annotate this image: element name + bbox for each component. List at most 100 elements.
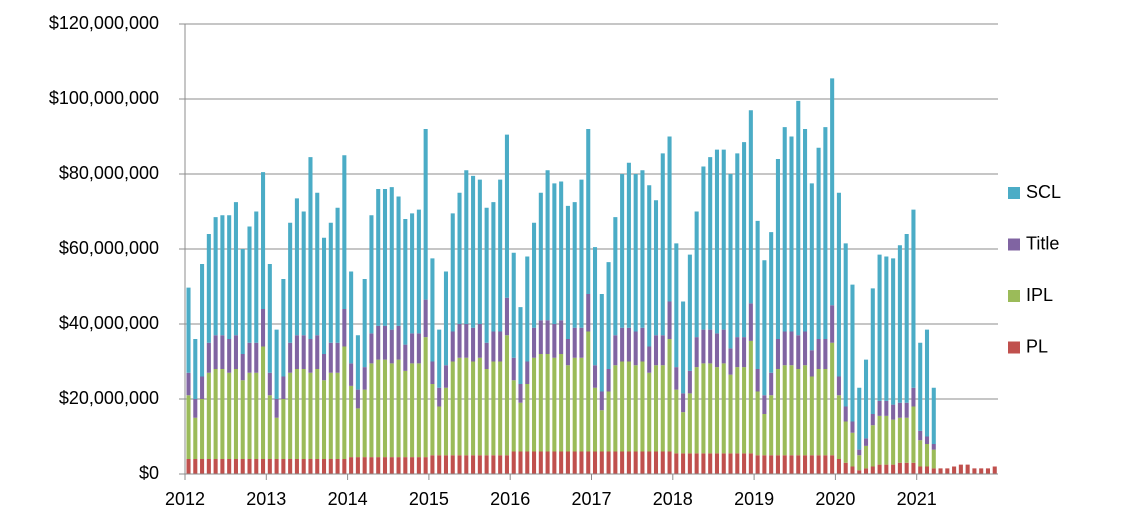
- bar-segment: [261, 459, 266, 474]
- bar-segment: [857, 449, 862, 456]
- bar-segment: [579, 179, 584, 328]
- bar-segment: [410, 333, 415, 364]
- bar-segment: [525, 384, 530, 452]
- bar-segment: [288, 222, 293, 343]
- bar-segment: [681, 301, 686, 394]
- bar-segment: [274, 329, 279, 399]
- bar-segment: [511, 380, 516, 452]
- bar-segment: [376, 457, 381, 474]
- bar-segment: [938, 468, 943, 474]
- bar-segment: [403, 219, 408, 345]
- bar-segment: [227, 215, 232, 339]
- bar-segment: [857, 387, 862, 450]
- bar-segment: [233, 335, 238, 369]
- bar-segment: [803, 129, 808, 332]
- bar-segment: [755, 220, 760, 369]
- bar-segment: [924, 436, 930, 444]
- bar-segment: [294, 198, 299, 336]
- bar-segment: [809, 376, 814, 456]
- bar-segment: [342, 309, 347, 347]
- bar-segment: [396, 325, 401, 360]
- bar-segment: [769, 372, 774, 396]
- bar-segment: [667, 136, 672, 302]
- bar-segment: [423, 129, 428, 300]
- bar-segment: [721, 453, 726, 474]
- bar-segment: [775, 369, 780, 456]
- bar-segment: [267, 264, 272, 373]
- bar-segment: [186, 372, 191, 396]
- bar-segment: [674, 453, 679, 474]
- bar-segment: [714, 453, 720, 474]
- bar-segment: [877, 400, 882, 416]
- bar-segment: [626, 162, 631, 328]
- bar-segment: [430, 384, 435, 456]
- bar-segment: [538, 354, 543, 452]
- bar-segment: [762, 455, 767, 474]
- bar-segment: [572, 327, 577, 358]
- bar-segment: [911, 209, 916, 388]
- bar-segment: [728, 348, 733, 375]
- bar-segment: [735, 153, 740, 338]
- bar-segment: [200, 264, 205, 377]
- bar-segment: [714, 367, 720, 454]
- bar-segment: [443, 365, 449, 388]
- bar-segment: [857, 455, 862, 471]
- bar-segment: [789, 331, 794, 366]
- bar-segment: [599, 410, 604, 452]
- bar-segment: [735, 337, 740, 368]
- bar-segment: [491, 361, 496, 456]
- bar-segment: [714, 333, 720, 368]
- bar-segment: [870, 414, 875, 426]
- bar-segment: [870, 425, 875, 467]
- legend-swatch: [1008, 290, 1020, 302]
- bar-segment: [742, 367, 747, 454]
- bar-segment: [261, 172, 266, 309]
- bar-segment: [762, 414, 767, 456]
- bar-segment: [315, 369, 320, 459]
- bar-segment: [708, 453, 713, 474]
- bar-segment: [423, 337, 428, 458]
- bar-segment: [830, 455, 835, 474]
- bar-segment: [626, 327, 631, 362]
- bar-segment: [830, 305, 835, 343]
- bar-segment: [281, 376, 286, 399]
- bar-segment: [518, 451, 523, 474]
- bar-segment: [321, 459, 327, 474]
- bar-segment: [355, 335, 360, 390]
- bar-segment: [349, 457, 354, 474]
- bar-segment: [877, 415, 882, 465]
- bar-segment: [667, 451, 672, 474]
- bar-segment: [227, 372, 232, 459]
- bar-segment: [721, 149, 726, 330]
- bar-segment: [674, 367, 679, 390]
- bar-segment: [586, 331, 591, 452]
- bar-segment: [653, 451, 659, 474]
- bar-segment: [572, 357, 577, 452]
- bar-segment: [233, 369, 238, 459]
- bar-segment: [552, 451, 557, 474]
- bar-segment: [396, 359, 401, 458]
- bar-segment: [308, 459, 313, 474]
- bar-segment: [389, 363, 394, 458]
- x-tick-label: 2016: [490, 489, 530, 509]
- bar-segment: [803, 455, 808, 474]
- bar-segment: [579, 327, 584, 358]
- bar-segment: [545, 451, 550, 474]
- bar-segment: [728, 453, 733, 474]
- bar-segment: [931, 387, 936, 444]
- bar-segment: [457, 455, 462, 474]
- bar-segment: [850, 466, 855, 474]
- bar-segment: [918, 440, 923, 467]
- bar-segment: [884, 400, 889, 416]
- bar-segment: [240, 249, 245, 354]
- bar-segment: [227, 339, 232, 373]
- bar-segment: [308, 157, 313, 339]
- bar-segment: [918, 342, 923, 431]
- bar-segment: [755, 455, 760, 474]
- y-tick-label: $60,000,000: [59, 238, 159, 258]
- bar-segment: [410, 213, 415, 334]
- bar-segment: [328, 222, 333, 343]
- bar-segment: [775, 339, 780, 369]
- bar-segment: [660, 451, 665, 474]
